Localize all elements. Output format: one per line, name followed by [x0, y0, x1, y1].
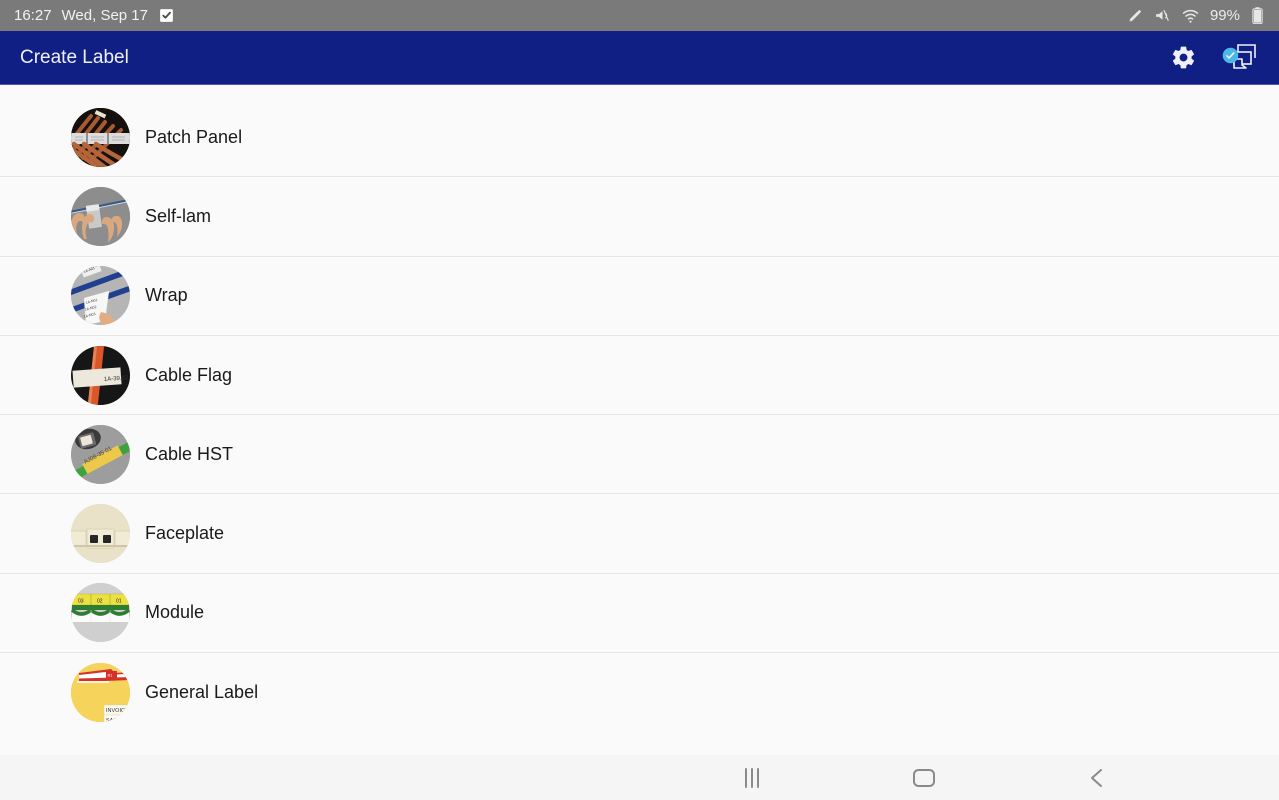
svg-text:INVOICE: INVOICE: [106, 708, 129, 714]
svg-text:03: 03: [78, 599, 84, 605]
svg-text:SA1: SA1: [106, 718, 116, 722]
svg-text:01: 01: [116, 599, 122, 605]
svg-text:B1: B1: [108, 673, 114, 678]
svg-text:02: 02: [97, 599, 103, 605]
